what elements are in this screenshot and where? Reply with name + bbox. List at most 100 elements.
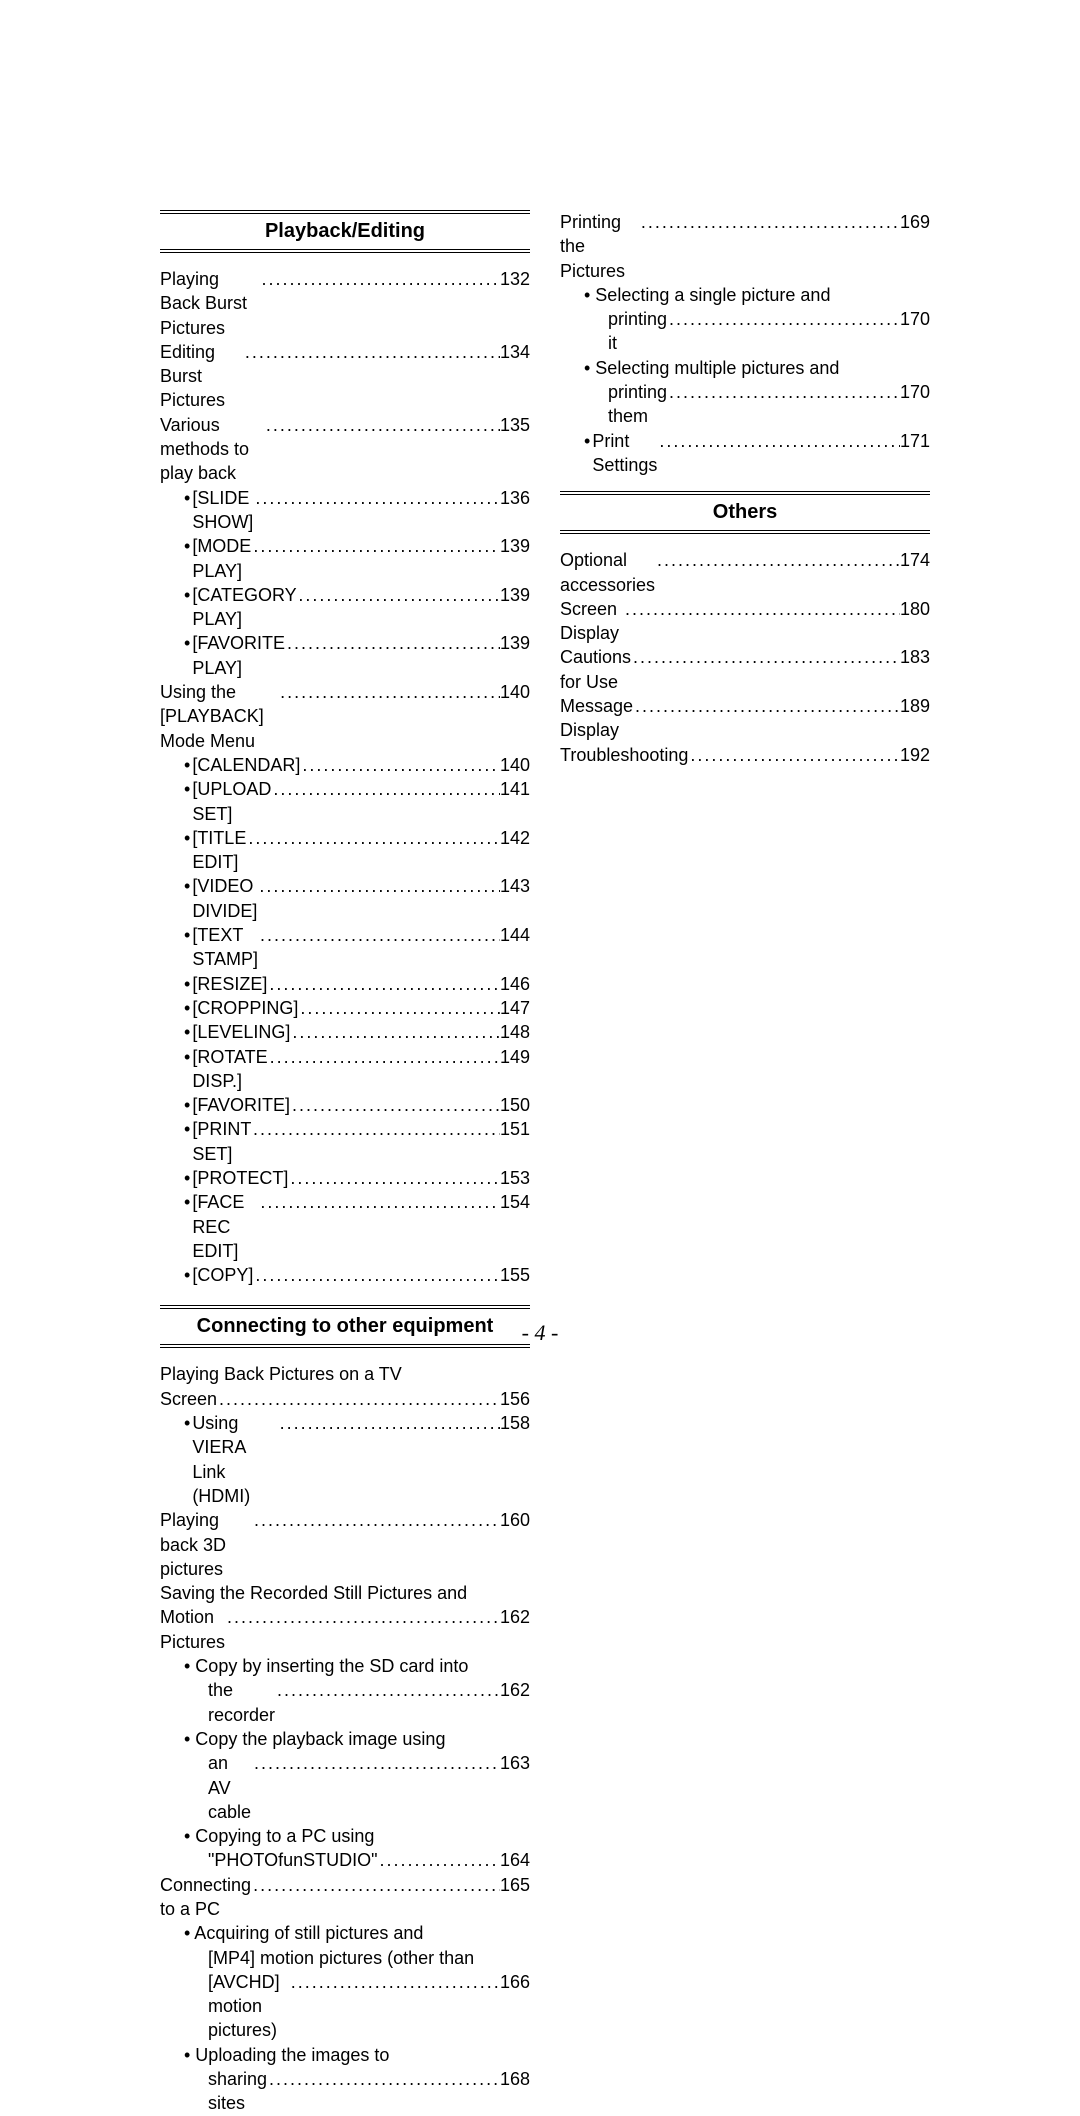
toc-page: 139 <box>500 534 530 558</box>
toc-entry[interactable]: [MP4] motion pictures (other than <box>160 1946 530 1970</box>
toc-entry[interactable]: • [CATEGORY PLAY]139 <box>160 583 530 632</box>
toc-entry[interactable]: • [VIDEO DIVIDE]143 <box>160 874 530 923</box>
toc-entry[interactable]: • [COPY]155 <box>160 1263 530 1287</box>
left-column: Playback/Editing Playing Back Burst Pict… <box>160 210 530 2116</box>
toc-entry[interactable]: • [PRINT SET]151 <box>160 1117 530 1166</box>
toc-entry[interactable]: Optional accessories174 <box>560 548 930 597</box>
toc-page: 143 <box>500 874 530 898</box>
toc-page: 140 <box>500 680 530 704</box>
toc-entry[interactable]: Message Display189 <box>560 694 930 743</box>
toc-page: 156 <box>500 1387 530 1411</box>
toc-label: Connecting to a PC <box>160 1873 251 1922</box>
toc-entry[interactable]: • [TITLE EDIT]142 <box>160 826 530 875</box>
toc-label: [CALENDAR] <box>192 753 300 777</box>
toc-label: [FAVORITE] <box>192 1093 290 1117</box>
toc-entry[interactable]: • [LEVELING]148 <box>160 1020 530 1044</box>
bullet-icon: • <box>184 486 190 510</box>
bullet-icon: • <box>184 1020 190 1044</box>
toc-page: 183 <box>900 645 930 669</box>
toc-entry[interactable]: • Copying to a PC using <box>160 1824 530 1848</box>
leader-dots <box>267 2067 500 2091</box>
toc-page: 139 <box>500 583 530 607</box>
toc-page: 170 <box>900 307 930 331</box>
toc-entry[interactable]: Playing Back Burst Pictures132 <box>160 267 530 340</box>
toc-entry[interactable]: • Copy by inserting the SD card into <box>160 1654 530 1678</box>
toc-entry[interactable]: • [FAVORITE PLAY]139 <box>160 631 530 680</box>
toc-entry[interactable]: • Copy the playback image using <box>160 1727 530 1751</box>
toc-entry[interactable]: printing it 170 <box>560 307 930 356</box>
bullet-icon: • <box>184 1045 190 1069</box>
toc-entry[interactable]: • [SLIDE SHOW]136 <box>160 486 530 535</box>
toc-entry[interactable]: • [RESIZE]146 <box>160 972 530 996</box>
toc-page: 140 <box>500 753 530 777</box>
toc-entry[interactable]: Playing back 3D pictures160 <box>160 1508 530 1581</box>
toc-entry[interactable]: Connecting to a PC165 <box>160 1873 530 1922</box>
toc-entry[interactable]: Using the [PLAYBACK] Mode Menu140 <box>160 680 530 753</box>
leader-dots <box>289 1970 500 1994</box>
leader-dots <box>633 694 900 718</box>
toc-label: printing it <box>608 307 667 356</box>
toc-page: 147 <box>500 996 530 1020</box>
bullet-icon: • <box>184 1190 190 1214</box>
toc-page: 151 <box>500 1117 530 1141</box>
toc-entry[interactable]: • [FAVORITE]150 <box>160 1093 530 1117</box>
toc-entry[interactable]: • Using VIERA Link (HDMI)158 <box>160 1411 530 1508</box>
toc-page: 171 <box>900 429 930 453</box>
toc-entry[interactable]: Cautions for Use183 <box>560 645 930 694</box>
toc-entry[interactable]: sharing sites168 <box>160 2067 530 2116</box>
toc-entry[interactable]: Editing Burst Pictures134 <box>160 340 530 413</box>
toc-entry[interactable]: Screen Display180 <box>560 597 930 646</box>
toc-entry[interactable]: • [TEXT STAMP]144 <box>160 923 530 972</box>
toc-entry[interactable]: • Selecting multiple pictures and <box>560 356 930 380</box>
toc-entry[interactable]: • Selecting a single picture and <box>560 283 930 307</box>
toc-page: 163 <box>500 1751 530 1775</box>
toc-entry[interactable]: • Acquiring of still pictures and <box>160 1921 530 1945</box>
toc-connecting: Playing Back Pictures on a TVScreen156• … <box>160 1362 530 2115</box>
bullet-icon: • <box>184 826 190 850</box>
toc-others: Optional accessories174Screen Display180… <box>560 548 930 767</box>
toc-entry[interactable]: Motion Pictures162 <box>160 1605 530 1654</box>
bullet-icon: • <box>184 923 190 947</box>
bullet-icon: • <box>184 777 190 801</box>
toc-entry[interactable]: • [MODE PLAY]139 <box>160 534 530 583</box>
leader-dots <box>264 413 500 437</box>
toc-label: Printing the Pictures <box>560 210 639 283</box>
toc-page: 132 <box>500 267 530 291</box>
toc-page: 154 <box>500 1190 530 1214</box>
toc-entry[interactable]: Screen156 <box>160 1387 530 1411</box>
toc-page: 148 <box>500 1020 530 1044</box>
bullet-icon: • <box>184 996 190 1020</box>
toc-entry[interactable]: printing them170 <box>560 380 930 429</box>
leader-dots <box>688 743 900 767</box>
toc-entry[interactable]: "PHOTOfunSTUDIO"164 <box>160 1848 530 1872</box>
toc-entry[interactable]: an AV cable163 <box>160 1751 530 1824</box>
toc-entry[interactable]: Playing Back Pictures on a TV <box>160 1362 530 1386</box>
toc-page: 146 <box>500 972 530 996</box>
leader-dots <box>267 972 500 996</box>
toc-label: [PRINT SET] <box>192 1117 251 1166</box>
toc-entry[interactable]: Saving the Recorded Still Pictures and <box>160 1581 530 1605</box>
toc-label: [AVCHD] motion pictures) <box>208 1970 289 2043</box>
toc-entry[interactable]: • Print Settings 171 <box>560 429 930 478</box>
toc-label: [TITLE EDIT] <box>192 826 246 875</box>
toc-page: 155 <box>500 1263 530 1287</box>
toc-entry[interactable]: Troubleshooting192 <box>560 743 930 767</box>
toc-entry[interactable]: • [UPLOAD SET]141 <box>160 777 530 826</box>
bullet-icon: • <box>184 1093 190 1117</box>
toc-entry[interactable]: Printing the Pictures169 <box>560 210 930 283</box>
toc-entry[interactable]: • [PROTECT]153 <box>160 1166 530 1190</box>
toc-label: Print Settings <box>592 429 657 478</box>
bullet-icon: • <box>184 583 190 607</box>
toc-page: 160 <box>500 1508 530 1532</box>
toc-entry[interactable]: Various methods to play back135 <box>160 413 530 486</box>
toc-entry[interactable]: [AVCHD] motion pictures)166 <box>160 1970 530 2043</box>
toc-page: 158 <box>500 1411 530 1435</box>
toc-entry[interactable]: • [ROTATE DISP.]149 <box>160 1045 530 1094</box>
toc-entry[interactable]: the recorder162 <box>160 1678 530 1727</box>
toc-entry[interactable]: • Uploading the images to <box>160 2043 530 2067</box>
leader-dots <box>257 874 500 898</box>
toc-entry[interactable]: • [FACE REC EDIT]154 <box>160 1190 530 1263</box>
toc-entry[interactable]: • [CALENDAR]140 <box>160 753 530 777</box>
toc-entry[interactable]: • [CROPPING]147 <box>160 996 530 1020</box>
bullet-icon: • <box>584 429 590 453</box>
